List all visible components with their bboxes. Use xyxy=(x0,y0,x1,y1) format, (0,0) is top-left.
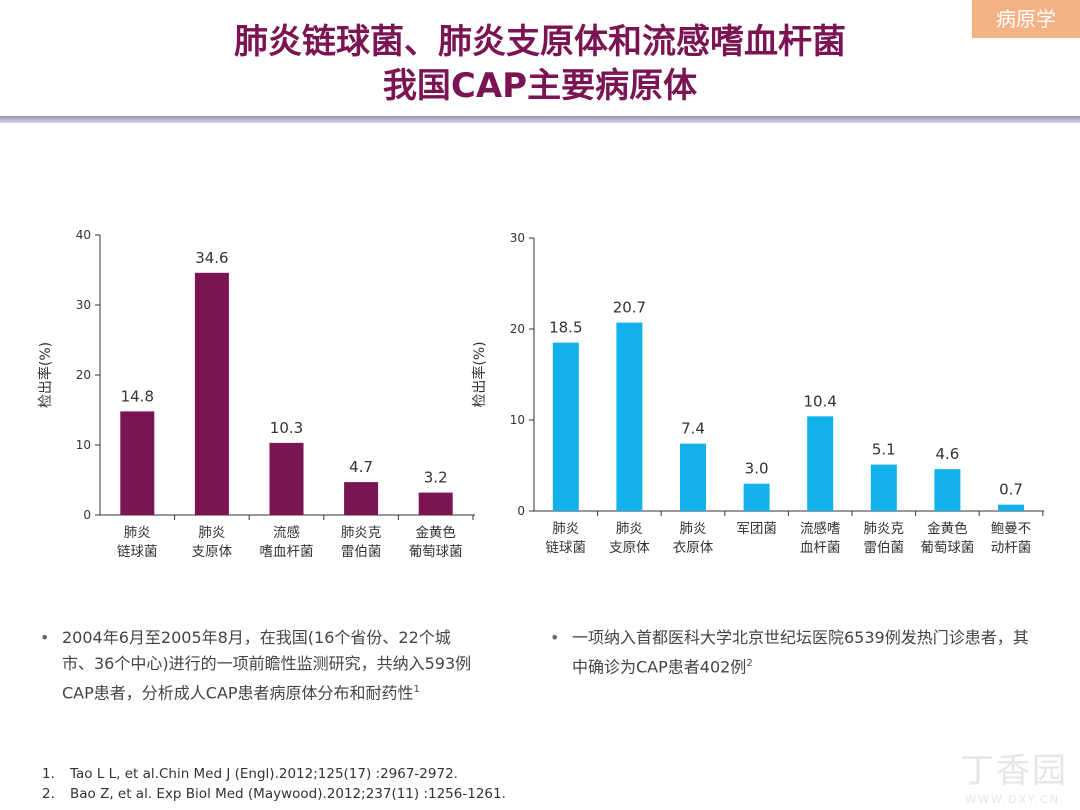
bar-value-label: 4.6 xyxy=(935,445,959,463)
category-label: 金黄色 xyxy=(927,520,968,537)
bar-value-label: 34.6 xyxy=(195,249,228,267)
y-tick-label: 10 xyxy=(76,438,91,452)
category-label: 肺炎 xyxy=(616,521,643,537)
category-label: 肺炎克 xyxy=(341,525,382,541)
y-tick-label: 20 xyxy=(510,322,525,336)
bar xyxy=(998,504,1024,511)
reference-item: 1. Tao L L, et al.Chin Med J (Engl).2012;… xyxy=(42,764,506,784)
y-tick-label: 40 xyxy=(76,228,91,242)
category-label: 军团菌 xyxy=(736,521,777,537)
category-label: 动杆菌 xyxy=(991,540,1032,556)
bar xyxy=(269,442,304,515)
left-chart-svg: 0 10 20 30 40 检出率(%) 14.8 肺炎链球菌 34.6 肺炎支原体 10.3 流感嗜… xyxy=(37,228,475,560)
watermark-brand: 丁香园 xyxy=(960,751,1068,791)
category-label: 雷伯菌 xyxy=(864,540,905,556)
bar xyxy=(418,492,453,515)
category-label: 流感嗜 xyxy=(800,520,841,537)
y-tick-label: 30 xyxy=(510,231,525,245)
category-label: 葡萄球菌 xyxy=(920,540,974,556)
page-title: 肺炎链球菌、肺炎支原体和流感嗜血杆菌 我国CAP主要病原体 xyxy=(120,20,960,108)
category-label: 鲍曼不 xyxy=(991,521,1032,537)
section-tag: 病原学 xyxy=(972,0,1080,38)
right-note-text: 一项纳入首都医科大学北京世纪坛医院6539例发热门诊患者，其中确诊为CAP患者4… xyxy=(572,628,1029,677)
category-label: 链球菌 xyxy=(546,540,587,556)
right-bar-chart: 0 10 20 30 检出率(%) 18.5 肺炎链球菌 20.7 肺炎支原体 7.4 肺炎衣原体 3… xyxy=(462,222,1062,572)
reference-number: 1. xyxy=(42,766,55,782)
category-label: 流感 xyxy=(273,524,300,541)
reference-text: Bao Z, et al. Exp Biol Med (Maywood).201… xyxy=(70,786,506,802)
bar xyxy=(552,342,579,511)
bar xyxy=(194,272,229,515)
y-tick-label: 10 xyxy=(510,413,525,427)
bar xyxy=(870,464,897,511)
bar xyxy=(680,443,706,511)
watermark-url: WWW.DXY.CN xyxy=(965,793,1060,806)
reference-number: 2. xyxy=(42,786,55,802)
category-label: 雷伯菌 xyxy=(341,544,382,560)
bar xyxy=(807,416,834,511)
category-label: 血杆菌 xyxy=(800,540,841,556)
reference-text: Tao L L, et al.Chin Med J (Engl).2012;12… xyxy=(70,766,458,782)
header-divider xyxy=(0,116,1080,123)
y-axis-label: 检出率(%) xyxy=(471,341,488,407)
left-bar-chart: 0 10 20 30 40 检出率(%) 14.8 肺炎链球菌 34.6 肺炎支原体 10.3 流感嗜… xyxy=(30,220,500,570)
bar-value-label: 4.7 xyxy=(349,458,373,476)
bar-value-label: 20.7 xyxy=(613,299,646,317)
bar-value-label: 7.4 xyxy=(681,420,705,438)
right-note: • 一项纳入首都医科大学北京世纪坛医院6539例发热门诊患者，其中确诊为CAP患… xyxy=(550,625,1042,680)
bar xyxy=(120,411,155,515)
y-tick-label: 30 xyxy=(76,298,91,312)
bar xyxy=(934,469,961,511)
category-label: 肺炎克 xyxy=(864,521,905,537)
y-axis-label: 检出率(%) xyxy=(37,342,54,408)
reference-item: 2. Bao Z, et al. Exp Biol Med (Maywood).2… xyxy=(42,784,506,804)
bar xyxy=(344,482,379,515)
category-label: 链球菌 xyxy=(117,544,158,560)
left-note-ref: 1 xyxy=(413,684,420,695)
header: 肺炎链球菌、肺炎支原体和流感嗜血杆菌 我国CAP主要病原体 病原学 xyxy=(0,0,1080,116)
y-tick-label: 0 xyxy=(517,504,525,518)
left-note-text: 2004年6月至2005年8月，在我国(16个省份、22个城市、36个中心)进行… xyxy=(62,628,472,703)
right-note-ref: 2 xyxy=(746,658,753,669)
bar xyxy=(616,322,643,511)
category-label: 葡萄球菌 xyxy=(409,544,463,560)
right-note-bullet: • xyxy=(550,628,560,647)
bar-value-label: 3.2 xyxy=(424,469,448,487)
category-label: 肺炎 xyxy=(680,521,707,537)
title-line-1: 肺炎链球菌、肺炎支原体和流感嗜血杆菌 xyxy=(234,22,846,62)
bar xyxy=(743,483,770,511)
category-label: 衣原体 xyxy=(673,540,714,556)
bar-value-label: 10.3 xyxy=(270,419,303,437)
bar-value-label: 10.4 xyxy=(803,392,836,410)
bar-value-label: 14.8 xyxy=(121,387,154,405)
y-tick-label: 20 xyxy=(76,368,91,382)
category-label: 肺炎 xyxy=(552,521,579,537)
category-label: 支原体 xyxy=(192,544,233,560)
y-tick-label: 0 xyxy=(83,508,91,522)
category-label: 支原体 xyxy=(609,540,650,556)
left-note-bullet: • xyxy=(40,628,50,647)
title-line-2: 我国CAP主要病原体 xyxy=(382,66,698,106)
left-note: • 2004年6月至2005年8月，在我国(16个省份、22个城市、36个中心)… xyxy=(40,625,482,706)
references: 1. Tao L L, et al.Chin Med J (Engl).2012;… xyxy=(42,764,506,804)
category-label: 嗜血杆菌 xyxy=(260,544,314,560)
category-label: 金黄色 xyxy=(415,524,456,541)
category-label: 肺炎 xyxy=(198,525,225,541)
bar-value-label: 3.0 xyxy=(745,460,769,478)
category-label: 肺炎 xyxy=(124,525,151,541)
bar-value-label: 5.1 xyxy=(872,441,896,459)
bar-value-label: 0.7 xyxy=(999,481,1023,499)
bar-value-label: 18.5 xyxy=(549,319,582,337)
